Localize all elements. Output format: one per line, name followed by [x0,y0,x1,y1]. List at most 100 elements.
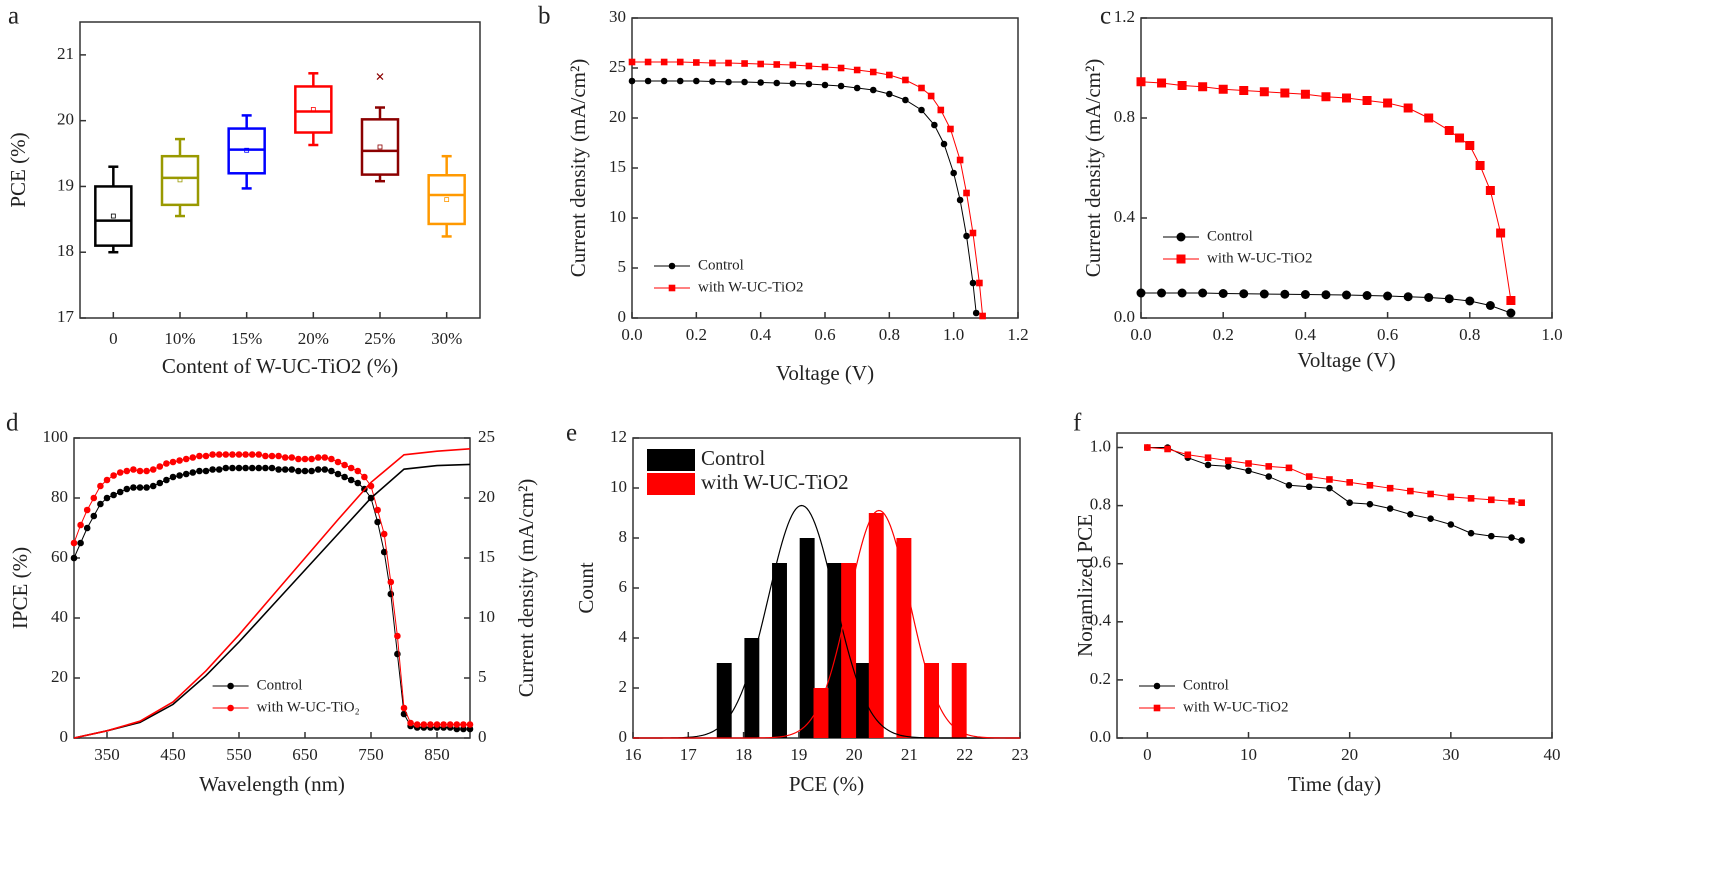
marker [741,60,748,67]
marker [1362,291,1372,300]
marker [176,472,183,479]
marker [301,467,309,475]
x-axis-label: Voltage (V) [776,361,874,385]
mean [310,107,316,112]
marker [281,466,289,473]
y-tick-label: 0.2 [1090,669,1111,688]
y-tick-label: 0.8 [1090,495,1111,514]
marker [853,84,861,92]
marker [644,77,652,85]
mean [377,144,383,150]
marker [972,309,980,317]
marker [189,469,197,476]
x-tick-label: 650 [292,745,318,764]
x-tick-label: 18 [735,745,752,764]
x-tick-label: 0.0 [1130,325,1151,344]
marker [1342,93,1351,103]
marker [123,467,131,475]
legend-swatch [647,449,695,471]
x-tick-label: 23 [1012,745,1029,764]
y-tick-label: 0 [618,307,627,326]
x-tick-label: 19 [790,745,807,764]
marker [1224,463,1232,470]
y-tick-label: 20 [57,110,74,129]
marker [1346,479,1353,486]
marker [97,500,104,508]
series-line [632,61,984,317]
marker [116,488,124,496]
y-axis-label: Noramlized PCE [1073,514,1097,657]
series-line [1147,447,1522,504]
marker [229,451,236,458]
x-tick-label: 0.4 [750,325,772,344]
mean [110,213,116,219]
marker [1198,82,1208,92]
series-line [632,80,977,314]
marker [979,312,986,320]
y2-tick-label: 25 [478,427,495,446]
y-tick-label: 0.6 [1090,553,1111,572]
marker [1285,464,1293,472]
marker [163,460,170,467]
marker [1259,87,1269,97]
marker [709,59,716,67]
marker [1176,254,1186,264]
legend-label: Control [1183,677,1229,693]
marker [176,457,183,464]
x-tick-label: 0.2 [686,325,707,344]
marker [805,62,813,70]
marker [668,262,676,270]
marker [215,466,223,473]
marker [380,548,388,556]
marker [1488,532,1495,540]
marker [1465,141,1475,150]
marker [869,68,877,76]
x-tick-label: 20% [298,329,329,348]
marker [90,512,98,520]
y-tick-label: 1.0 [1090,436,1111,455]
marker [347,476,355,484]
marker [1496,228,1506,238]
y-tick-label: 0 [619,727,628,746]
x-tick-label: 0.0 [621,325,642,344]
marker [110,491,117,499]
marker [1467,495,1475,502]
marker [394,632,401,640]
marker [1176,232,1186,242]
marker [1488,496,1495,504]
mean [444,197,450,203]
marker [976,279,983,287]
marker [248,451,256,458]
y-tick-label: 25 [609,57,626,76]
marker [334,458,342,466]
plot-frame [1140,17,1553,319]
marker [110,472,117,479]
marker [1305,473,1313,480]
x-axis-label: Time (day) [1288,772,1381,796]
fit-curve [633,509,1021,739]
marker [222,464,230,472]
marker [202,452,210,460]
x-tick-label: 17 [680,745,698,764]
marker [83,506,91,514]
marker [420,721,428,728]
marker [182,455,190,463]
y-tick-label: 0.8 [1114,107,1135,126]
marker [1265,463,1273,470]
marker [1239,289,1249,299]
marker [1383,98,1393,108]
box [160,154,200,207]
y-tick-label: 0.4 [1114,207,1136,226]
bar [813,688,829,738]
y2-tick-label: 0 [478,727,487,746]
marker [773,61,781,68]
marker [301,455,309,463]
marker [189,454,197,461]
y-tick-label: 18 [57,241,74,260]
marker [466,721,474,728]
marker [693,59,700,66]
marker [644,58,652,66]
y-axis-label: Current density (mA/cm²) [1081,59,1105,278]
marker [354,479,362,487]
